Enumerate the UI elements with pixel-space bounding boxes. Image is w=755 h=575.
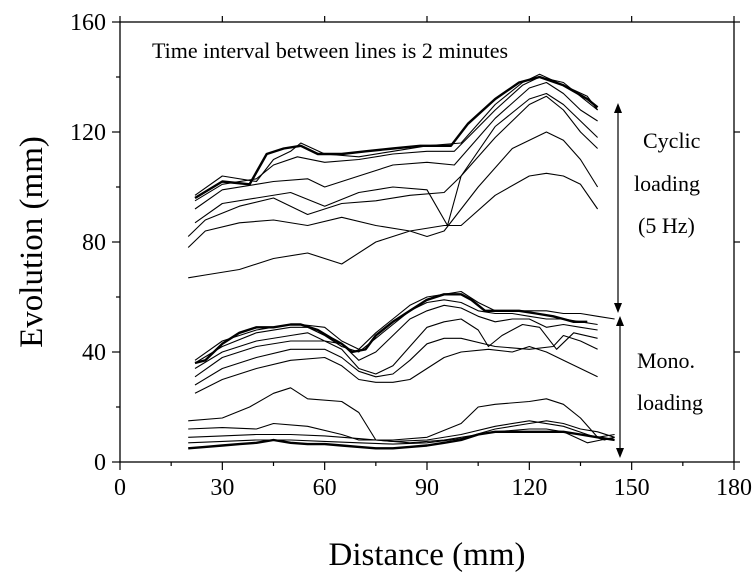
mono-loading-line-9 bbox=[188, 420, 615, 445]
y-tick-label: 80 bbox=[82, 230, 106, 256]
x-tick-label: 60 bbox=[313, 475, 337, 501]
x-tick-label: 120 bbox=[511, 475, 547, 501]
cyclic-loading-line-2 bbox=[187, 95, 598, 237]
mono-loading-line-8 bbox=[188, 430, 615, 450]
mono-loading-line-10 bbox=[188, 420, 615, 442]
mono-loading-line-17 bbox=[194, 299, 598, 364]
cyclic-label-line3: (5 Hz) bbox=[638, 213, 695, 238]
cyclic-loading-line-4 bbox=[194, 81, 598, 210]
cyclic-loading-line-1 bbox=[187, 131, 599, 248]
mono-loading-line-19 bbox=[194, 293, 588, 365]
x-tick-label: 90 bbox=[415, 475, 439, 501]
mono-label-line2: loading bbox=[637, 390, 703, 415]
y-tick-label: 40 bbox=[82, 340, 106, 366]
mono-loading-line-13 bbox=[194, 345, 598, 394]
x-tick-label: 0 bbox=[114, 475, 126, 501]
mono-label-line1: Mono. bbox=[637, 348, 695, 373]
mono-loading-line-15 bbox=[194, 318, 598, 378]
x-tick-label: 150 bbox=[614, 475, 650, 501]
time-interval-note: Time interval between lines is 2 minutes bbox=[152, 38, 508, 63]
mono-loading-line-16 bbox=[194, 304, 598, 369]
cyclic-annotation: Cyclic loading (5 Hz) bbox=[614, 103, 701, 313]
mono-loading-line-11 bbox=[188, 398, 615, 441]
mono-loading-line-12 bbox=[188, 387, 615, 444]
cyclic-label-line1: Cyclic bbox=[643, 128, 701, 153]
mono-loading-line-14 bbox=[194, 334, 598, 386]
mono-arrow-head-down bbox=[616, 448, 624, 458]
cyclic-arrow-head-up bbox=[614, 103, 622, 113]
y-tick-label: 120 bbox=[70, 120, 106, 146]
y-axis-title: Evolution (mm) bbox=[14, 136, 50, 348]
x-tick-label: 180 bbox=[716, 475, 752, 501]
cyclic-loading-line-0 bbox=[188, 172, 599, 279]
y-tick-label: 0 bbox=[94, 450, 106, 476]
y-tick-label: 160 bbox=[70, 10, 106, 36]
x-axis-title: Distance (mm) bbox=[328, 537, 525, 573]
x-tick-label: 30 bbox=[210, 475, 234, 501]
cyclic-loading-line-5 bbox=[194, 76, 598, 202]
series-layer bbox=[187, 73, 615, 450]
axis-ticks: 0 30 60 90 120 150 180 0 40 80 120 160 bbox=[70, 10, 752, 501]
mono-annotation: Mono. loading bbox=[616, 316, 703, 458]
cyclic-loading-line-3 bbox=[194, 92, 598, 227]
cyclic-loading-line-7 bbox=[194, 73, 599, 196]
cyclic-loading-line-6 bbox=[194, 75, 599, 200]
cyclic-label-line2: loading bbox=[634, 171, 700, 196]
cyclic-arrow-head-down bbox=[614, 303, 622, 313]
mono-arrow-head-up bbox=[616, 316, 624, 326]
